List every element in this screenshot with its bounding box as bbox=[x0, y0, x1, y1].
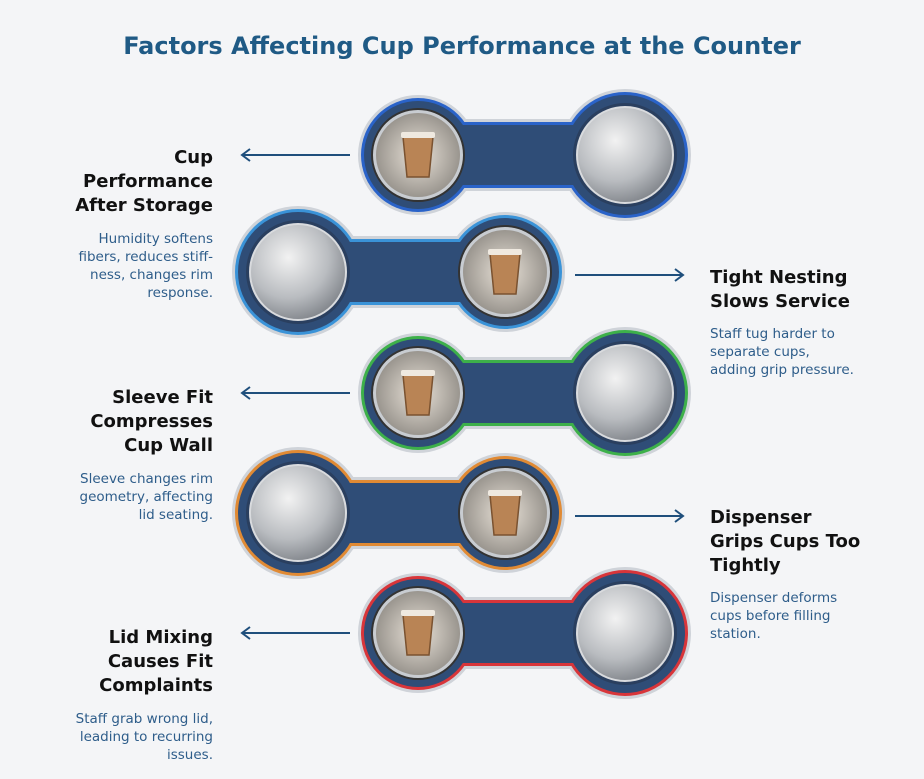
factor-title: Complaints bbox=[99, 675, 213, 696]
factor-title: Grips Cups Too bbox=[710, 531, 860, 552]
factor-description: cups before filling bbox=[710, 608, 831, 624]
page-title: Factors Affecting Cup Performance at the… bbox=[123, 32, 801, 60]
factor-title: Performance bbox=[83, 171, 213, 192]
factor-row: Lid Mixing Causes Fit Complaints Staff grab… bbox=[76, 567, 691, 763]
metal-knob bbox=[576, 344, 674, 442]
arrow-head bbox=[240, 386, 251, 400]
factor-description: separate cups, bbox=[710, 344, 810, 360]
factor-description: station. bbox=[710, 626, 761, 642]
metal-knob bbox=[576, 584, 674, 682]
factor-description: fibers, reduces stiff- bbox=[78, 249, 213, 265]
arrow-head bbox=[674, 268, 685, 282]
rows: Cup Performance After Storage Humidity soft… bbox=[75, 89, 860, 763]
factor-title: Sleeve Fit bbox=[112, 387, 213, 408]
factor-description: lid seating. bbox=[139, 507, 213, 523]
factor-description: issues. bbox=[167, 747, 213, 763]
factor-row: Dispenser Grips Cups Too Tightly Dispenser … bbox=[232, 447, 860, 642]
cup-lid bbox=[401, 132, 435, 138]
factor-description: Sleeve changes rim bbox=[80, 471, 213, 487]
factor-title: Tight Nesting bbox=[710, 267, 847, 288]
factor-description: response. bbox=[147, 285, 213, 301]
factor-description: Humidity softens bbox=[99, 231, 214, 247]
metal-knob bbox=[576, 106, 674, 204]
metal-knob bbox=[249, 223, 347, 321]
factor-title: Lid Mixing bbox=[109, 627, 213, 648]
cup-lid bbox=[488, 249, 522, 255]
factor-description: geometry, affecting bbox=[80, 489, 213, 505]
cup-icon bbox=[402, 136, 434, 178]
arrow-head bbox=[674, 509, 685, 523]
factor-title: Compresses bbox=[90, 411, 213, 432]
factor-row: Tight Nesting Slows Service Staff tug hard… bbox=[232, 206, 854, 378]
cup-icon bbox=[402, 374, 434, 416]
factor-title: Slows Service bbox=[710, 291, 850, 312]
cup-lid bbox=[401, 370, 435, 376]
factor-title: After Storage bbox=[75, 195, 213, 216]
factor-title: Tightly bbox=[710, 555, 781, 576]
factor-title: Cup Wall bbox=[124, 435, 213, 456]
cup-lid bbox=[401, 610, 435, 616]
factor-row: Sleeve Fit Compresses Cup Wall Sleeve chang… bbox=[80, 327, 691, 523]
cup-icon bbox=[489, 253, 521, 295]
factor-description: leading to recurring bbox=[80, 729, 213, 745]
factor-description: Staff grab wrong lid, bbox=[76, 711, 213, 727]
metal-knob bbox=[249, 464, 347, 562]
factor-description: ness, changes rim bbox=[90, 267, 213, 283]
cup-icon bbox=[489, 494, 521, 536]
factor-description: adding grip pressure. bbox=[710, 362, 854, 378]
factor-row: Cup Performance After Storage Humidity soft… bbox=[75, 89, 691, 301]
factor-description: Dispenser deforms bbox=[710, 590, 837, 606]
factor-title: Cup bbox=[174, 147, 213, 168]
factor-title: Causes Fit bbox=[108, 651, 214, 672]
cup-icon bbox=[402, 614, 434, 656]
arrow-head bbox=[240, 626, 251, 640]
cup-lid bbox=[488, 490, 522, 496]
factor-title: Dispenser bbox=[710, 507, 812, 528]
arrow-head bbox=[240, 148, 251, 162]
factor-description: Staff tug harder to bbox=[710, 326, 835, 342]
